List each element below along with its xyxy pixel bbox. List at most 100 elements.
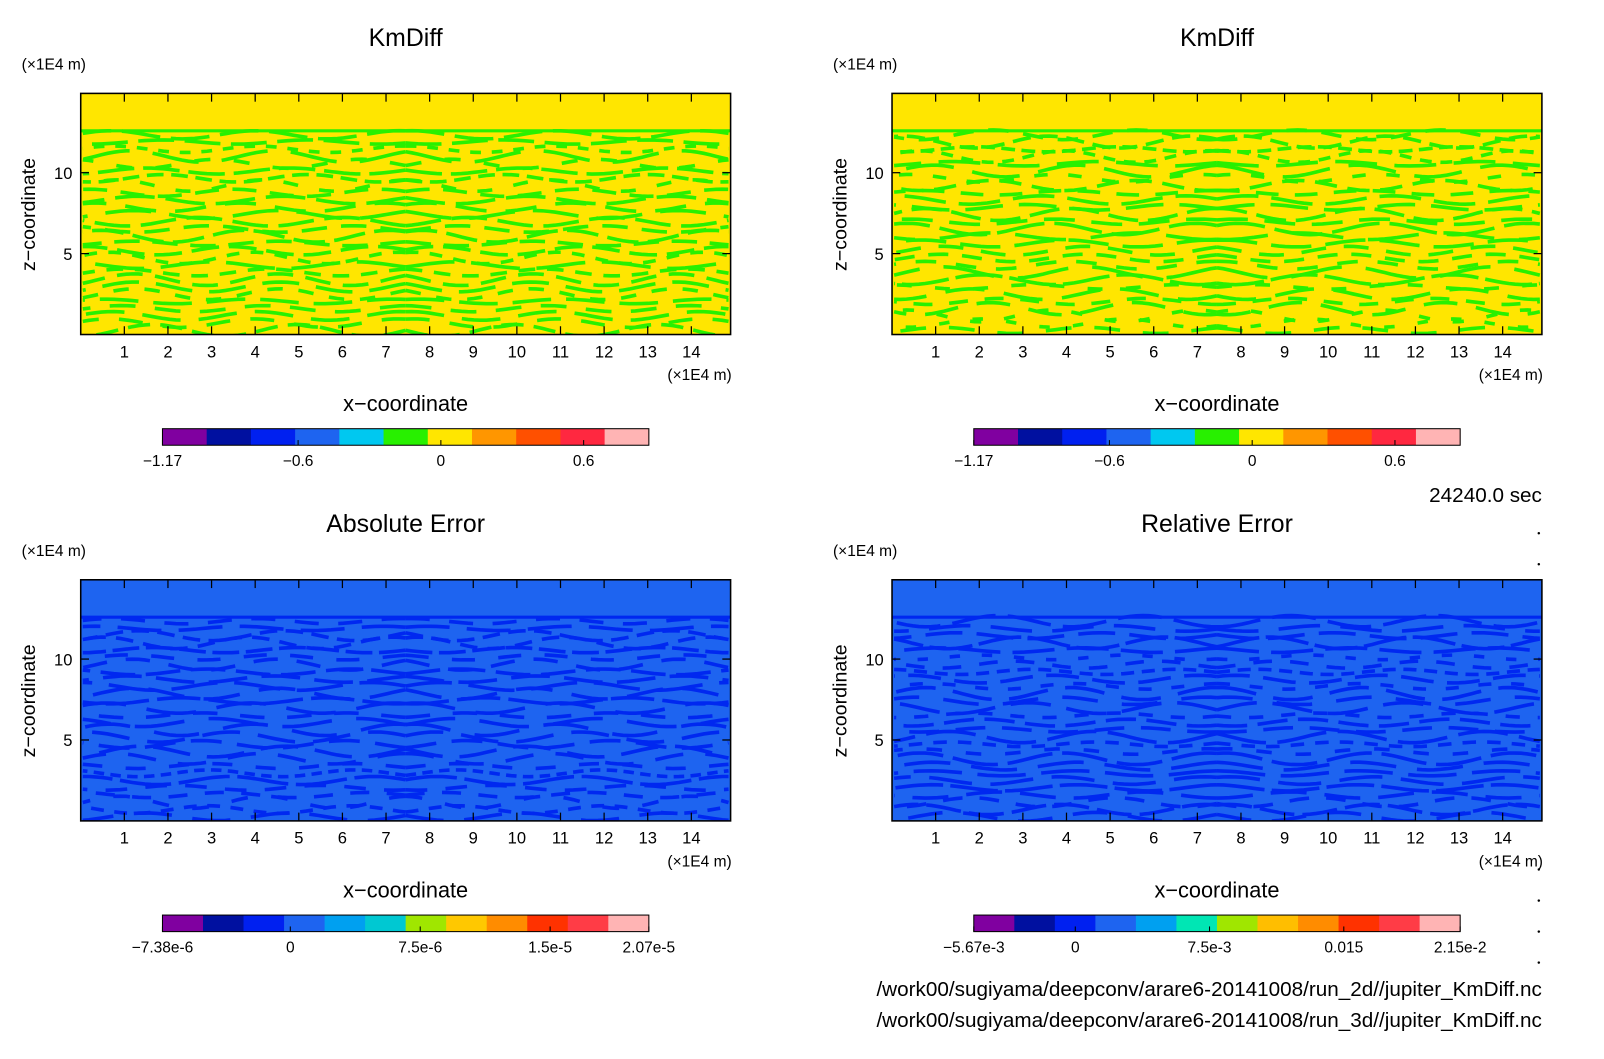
colorbar-swatch xyxy=(1298,915,1340,932)
pattern-stroke xyxy=(405,657,729,672)
pattern-stroke xyxy=(1216,790,1541,800)
x-tick-label: 11 xyxy=(552,829,569,848)
pattern-stroke xyxy=(1216,653,1540,662)
pattern-stroke xyxy=(405,166,729,176)
x-tick-label: 9 xyxy=(469,342,478,361)
colorbar-swatch xyxy=(560,428,606,446)
colorbar-swatch xyxy=(516,428,561,446)
x-tick-label: 14 xyxy=(682,829,700,848)
pattern-stroke xyxy=(893,725,1218,734)
colorbar-tick-label: 0 xyxy=(1071,939,1080,956)
pattern-stroke xyxy=(82,201,406,214)
file-path: /work00/sugiyama/deepconv/arare6-2014100… xyxy=(876,1009,1541,1032)
pattern-stroke xyxy=(405,157,729,171)
colorbar-tick-label: 0.6 xyxy=(573,453,595,470)
x-tick-label: 6 xyxy=(1149,342,1158,361)
pattern-stroke xyxy=(82,157,406,171)
pattern-stroke xyxy=(405,738,729,750)
pattern-stroke xyxy=(405,811,729,821)
x-tick-label: 13 xyxy=(1450,829,1468,848)
x-unit: (×1E4 m) xyxy=(1479,367,1543,384)
x-tick-label: 5 xyxy=(294,829,303,848)
pattern-stroke xyxy=(893,128,1218,142)
y-tick-label: 10 xyxy=(54,650,72,669)
pattern-stroke xyxy=(405,317,729,330)
x-tick-label: 10 xyxy=(508,829,526,848)
pattern-stroke xyxy=(82,674,406,685)
pattern-stroke xyxy=(405,616,729,626)
edge-dots xyxy=(1537,531,1541,964)
x-tick-label: 8 xyxy=(1236,829,1245,848)
colorbar-frame xyxy=(973,914,1461,933)
colorbar-tick-label: −1.17 xyxy=(954,453,993,470)
pattern-stroke xyxy=(893,717,1218,728)
x-tick-label: 13 xyxy=(639,829,657,848)
pattern-stroke xyxy=(1216,300,1541,317)
pattern-stroke xyxy=(405,674,729,685)
pattern-stroke xyxy=(82,297,406,306)
pattern-stroke xyxy=(1216,760,1541,772)
x-axis-label: x−coordinate xyxy=(1154,877,1279,902)
pattern-stroke xyxy=(82,208,406,221)
chart-title: KmDiff xyxy=(369,25,443,52)
colorbar-swatch xyxy=(324,915,366,932)
colorbar-swatch xyxy=(1054,915,1096,932)
pattern-stroke xyxy=(82,794,406,811)
pattern-stroke xyxy=(893,272,1218,287)
pattern-stroke xyxy=(893,747,1218,757)
x-tick-label: 14 xyxy=(1493,342,1511,361)
x-tick-label: 9 xyxy=(1280,829,1289,848)
pattern-stroke xyxy=(405,297,729,306)
pattern-stroke xyxy=(82,716,406,729)
colorbar-swatch xyxy=(1338,915,1380,932)
colorbar-swatch xyxy=(608,915,650,932)
pattern-stroke xyxy=(1216,159,1540,168)
pattern-stroke xyxy=(82,317,406,330)
pattern-stroke xyxy=(1216,747,1541,757)
colorbar-swatch xyxy=(405,915,447,932)
field-pattern xyxy=(892,613,1542,821)
pattern-stroke xyxy=(1216,659,1541,670)
pattern-stroke xyxy=(893,231,1218,242)
pattern-stroke xyxy=(405,223,729,234)
pattern-stroke xyxy=(893,217,1218,227)
pattern-stroke xyxy=(1216,244,1541,257)
x-tick-label: 10 xyxy=(1319,342,1337,361)
x-tick-label: 8 xyxy=(1236,342,1245,361)
x-tick-label: 3 xyxy=(1018,342,1027,361)
colorbar-swatch xyxy=(1106,428,1152,446)
pattern-stroke xyxy=(405,628,729,643)
pattern-stroke xyxy=(82,244,406,257)
x-tick-label: 7 xyxy=(381,829,390,848)
x-tick-label: 5 xyxy=(1106,829,1115,848)
x-tick-label: 12 xyxy=(595,342,613,361)
pattern-stroke xyxy=(1216,317,1540,330)
pattern-stroke xyxy=(1216,296,1541,307)
pattern-stroke xyxy=(1216,206,1541,223)
y-tick-label: 10 xyxy=(865,650,883,669)
pattern-stroke xyxy=(1216,221,1541,237)
pattern-stroke xyxy=(894,653,1218,662)
colorbar-swatch xyxy=(162,915,204,932)
colorbar-swatch xyxy=(295,428,340,446)
pattern-stroke xyxy=(1216,259,1541,271)
pattern-stroke xyxy=(405,148,729,165)
pattern-stroke xyxy=(405,280,729,294)
pattern-stroke xyxy=(405,716,729,729)
pattern-stroke xyxy=(405,711,729,720)
field-background xyxy=(892,93,1542,335)
pattern-stroke xyxy=(1216,673,1540,685)
pattern-stroke xyxy=(1216,630,1540,641)
pattern-stroke xyxy=(405,244,729,257)
colorbar-swatch xyxy=(471,428,517,446)
x-tick-label: 1 xyxy=(120,829,129,848)
x-tick-label: 10 xyxy=(508,342,526,361)
pattern-stroke xyxy=(405,172,729,184)
y-unit: (×1E4 m) xyxy=(22,543,86,560)
x-tick-label: 12 xyxy=(1406,829,1424,848)
pattern-stroke xyxy=(893,244,1218,257)
pattern-stroke xyxy=(1216,148,1541,165)
colorbar-swatch xyxy=(243,915,285,932)
x-tick-label: 5 xyxy=(294,342,303,361)
